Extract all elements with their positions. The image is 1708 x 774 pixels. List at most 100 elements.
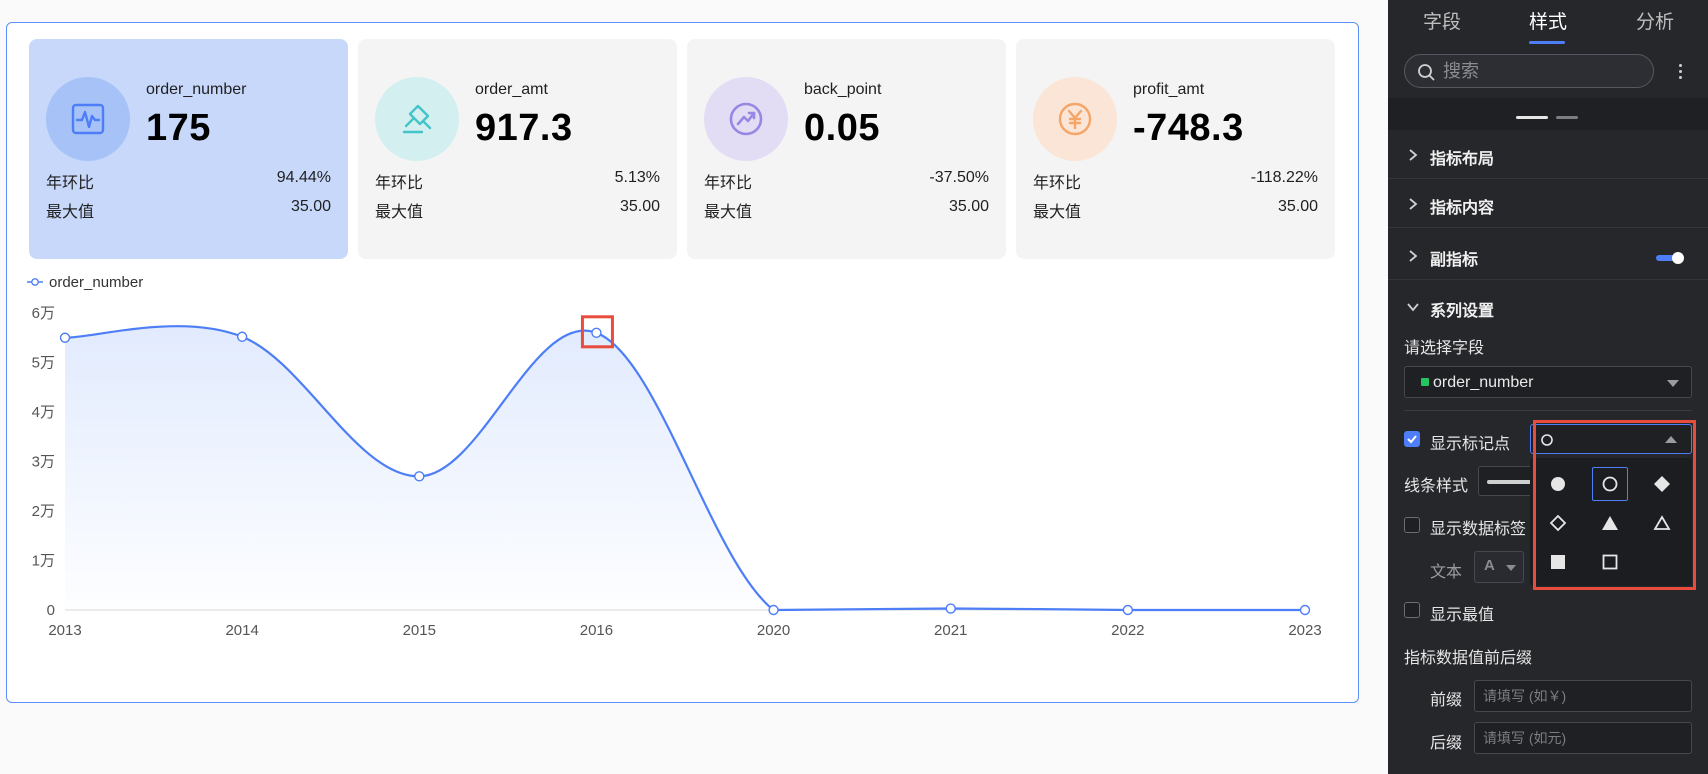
show-marker-checkbox[interactable] <box>1404 431 1420 447</box>
tab-fields[interactable]: 字段 <box>1423 12 1462 33</box>
chevron-right-icon <box>1409 149 1418 161</box>
kpi-max-value: 35.00 <box>619 198 660 215</box>
section-series-settings[interactable]: 系列设置 <box>1388 283 1708 331</box>
x-tick-label: 2014 <box>225 622 258 639</box>
field-select[interactable]: order_number <box>1404 366 1692 398</box>
suffix-input[interactable] <box>1474 722 1692 754</box>
data-point[interactable] <box>768 604 779 616</box>
filled-diamond-option[interactable] <box>1644 467 1680 501</box>
kpi-card-back-point[interactable]: back_point 0.05 年环比 -37.50% 最大值 35.00 <box>687 39 1006 259</box>
marker-shape-dropdown <box>1530 458 1692 586</box>
data-point[interactable] <box>945 603 956 614</box>
section-title: 系列设置 <box>1430 303 1495 320</box>
panel-toolbar <box>1388 98 1708 130</box>
section-metric-content[interactable]: 指标内容 <box>1388 180 1708 228</box>
suffix-label: 后缀 <box>1430 735 1463 752</box>
show-extreme-checkbox[interactable] <box>1404 602 1420 618</box>
kpi-max-value: 35.00 <box>1277 198 1318 215</box>
chevron-down-icon <box>1506 565 1516 571</box>
sub-metric-toggle[interactable] <box>1656 252 1684 264</box>
kpi-max-row: 最大值 35.00 <box>704 198 989 222</box>
kpi-name: order_number <box>146 81 247 98</box>
chevron-right-icon <box>1409 198 1418 210</box>
kpi-yoy-label: 年环比 <box>1033 175 1082 192</box>
field-select-value: order_number <box>1433 374 1534 391</box>
show-marker-label: 显示标记点 <box>1430 436 1511 453</box>
kpi-card-order-amt[interactable]: order_amt 917.3 年环比 5.13% 最大值 35.00 <box>358 39 677 259</box>
data-point[interactable] <box>1299 604 1311 616</box>
kpi-card-order-number[interactable]: order_number 175 年环比 94.44% 最大值 35.00 <box>29 39 348 259</box>
filled-square-option[interactable] <box>1540 545 1576 579</box>
chevron-right-icon <box>1409 250 1418 262</box>
section-title: 指标内容 <box>1430 200 1495 217</box>
data-point[interactable] <box>414 471 425 482</box>
kpi-max-row: 最大值 35.00 <box>375 198 660 222</box>
kpi-yoy-label: 年环比 <box>704 175 753 192</box>
dashboard-canvas: order_number 175 年环比 94.44% 最大值 35.00 <box>6 22 1359 703</box>
kpi-value: -748.3 <box>1133 107 1244 149</box>
filled-circle-option[interactable] <box>1540 467 1576 501</box>
marker-shape-select[interactable] <box>1530 424 1692 454</box>
page-indicator[interactable] <box>1556 116 1578 119</box>
prefix-suffix-title: 指标数据值前后缀 <box>1404 650 1533 667</box>
hollow-circle-icon <box>1602 476 1618 492</box>
tab-style[interactable]: 样式 <box>1529 12 1568 33</box>
section-title: 指标布局 <box>1430 151 1495 168</box>
kpi-chart-widget[interactable]: order_number 175 年环比 94.44% 最大值 35.00 <box>6 22 1359 703</box>
kpi-card-profit-amt[interactable]: profit_amt -748.3 年环比 -118.22% 最大值 35.00 <box>1016 39 1335 259</box>
hollow-square-option[interactable] <box>1592 545 1628 579</box>
series-area <box>65 326 1305 610</box>
kpi-value: 917.3 <box>475 107 573 149</box>
kpi-yoy-value: -37.50% <box>929 169 989 186</box>
pulse-icon <box>46 77 130 161</box>
kpi-yoy-value: -118.22% <box>1250 169 1318 186</box>
kpi-max-row: 最大值 35.00 <box>46 198 331 222</box>
hollow-circle-icon <box>1541 434 1553 446</box>
hollow-triangle-option[interactable] <box>1644 506 1680 540</box>
y-tick-label: 3万 <box>32 454 55 471</box>
text-font-select[interactable]: A <box>1474 551 1524 583</box>
kpi-yoy-label: 年环比 <box>375 175 424 192</box>
text-style-label: 文本 <box>1430 564 1463 581</box>
section-title: 副指标 <box>1430 252 1479 269</box>
hollow-circle-option[interactable] <box>1592 467 1628 501</box>
kpi-value: 0.05 <box>804 107 880 149</box>
x-tick-label: 2016 <box>580 622 613 639</box>
stamp-icon <box>375 77 459 161</box>
tab-analysis[interactable]: 分析 <box>1636 12 1675 33</box>
x-tick-label: 2015 <box>403 622 436 639</box>
y-tick-label: 1万 <box>32 553 55 570</box>
prefix-label: 前缀 <box>1430 692 1463 709</box>
chevron-down-icon <box>1667 380 1679 387</box>
highlight-box <box>580 315 614 349</box>
show-data-label-checkbox[interactable] <box>1404 517 1420 533</box>
legend-marker <box>31 278 39 286</box>
search-input[interactable] <box>1443 59 1643 83</box>
section-metric-layout[interactable]: 指标布局 <box>1388 131 1708 179</box>
series-line[interactable] <box>64 325 1305 612</box>
filled-triangle-option[interactable] <box>1592 506 1628 540</box>
x-tick-label: 2013 <box>48 622 81 639</box>
hollow-triangle-icon <box>1653 515 1671 530</box>
kpi-yoy-value: 5.13% <box>614 169 660 186</box>
data-point[interactable] <box>591 327 602 338</box>
hollow-diamond-option[interactable] <box>1540 506 1576 540</box>
area-chart[interactable]: order_number 0 1万 2万 3万 4万 5万 6万 2013 2014 2015 201… <box>7 273 1357 693</box>
section-sub-metric[interactable]: 副指标 <box>1388 232 1708 280</box>
field-select-label: 请选择字段 <box>1404 340 1485 357</box>
line-style-select[interactable] <box>1478 466 1534 496</box>
y-tick-label: 6万 <box>32 305 55 322</box>
page-indicator-active[interactable] <box>1516 116 1548 119</box>
legend-label[interactable]: order_number <box>49 274 143 291</box>
data-point[interactable] <box>59 332 71 343</box>
search-box[interactable] <box>1404 54 1654 88</box>
show-extreme-label: 显示最值 <box>1430 607 1495 624</box>
filled-circle-icon <box>1551 477 1565 491</box>
data-point[interactable] <box>236 331 248 342</box>
prefix-input[interactable] <box>1474 680 1692 712</box>
kpi-value: 175 <box>146 107 211 149</box>
more-options-icon[interactable] <box>1670 58 1690 84</box>
data-point[interactable] <box>1122 604 1134 616</box>
filled-diamond-icon <box>1654 476 1670 492</box>
kpi-yoy-row: 年环比 5.13% <box>375 169 660 193</box>
